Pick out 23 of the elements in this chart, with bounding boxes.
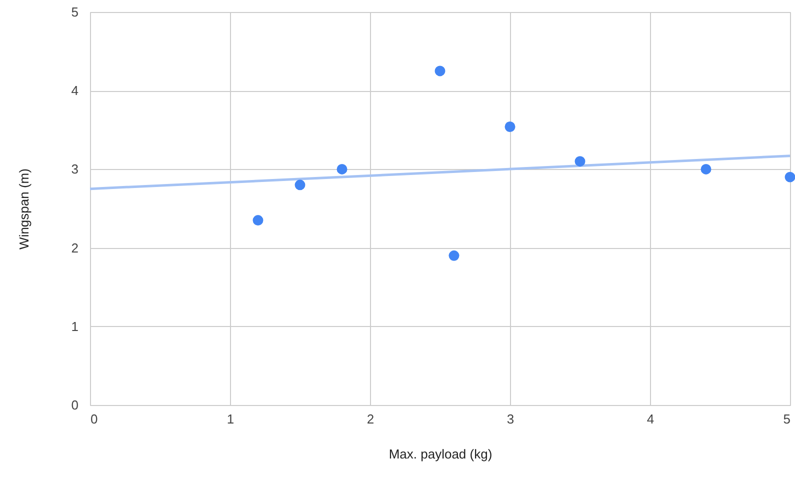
point xyxy=(252,215,264,226)
point xyxy=(434,66,446,76)
point xyxy=(784,172,795,182)
y-tick-label: 5 xyxy=(71,4,78,20)
y-tick-label: 2 xyxy=(71,240,78,256)
y-tick-label: 3 xyxy=(71,162,78,177)
x-tick-label: 0 xyxy=(90,412,98,426)
x-tick-label: 1 xyxy=(226,412,234,426)
x-tick-label: 5 xyxy=(783,412,790,426)
point xyxy=(574,156,586,167)
point xyxy=(336,164,348,174)
y-tick-label: 1 xyxy=(71,318,78,334)
x-tick-label: 2 xyxy=(366,412,374,426)
point xyxy=(294,180,306,190)
x-tick-label: 3 xyxy=(506,412,514,426)
x-axis-title: Max. payload (kg) xyxy=(388,446,492,462)
point xyxy=(448,250,460,261)
x-tick-label: 4 xyxy=(646,412,654,426)
point xyxy=(504,122,516,132)
y-tick-label: 4 xyxy=(71,83,78,98)
point xyxy=(700,164,712,174)
y-axis-title: Wingspan (m) xyxy=(16,168,32,250)
y-tick-label: 0 xyxy=(71,398,78,412)
